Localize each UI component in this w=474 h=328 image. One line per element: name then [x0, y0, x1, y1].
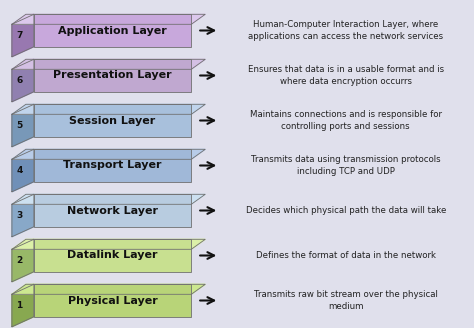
- Text: Physical Layer: Physical Layer: [68, 296, 157, 305]
- Text: 6: 6: [17, 76, 23, 85]
- Polygon shape: [12, 284, 34, 327]
- Polygon shape: [12, 104, 34, 147]
- Text: Defines the format of data in the network: Defines the format of data in the networ…: [255, 251, 436, 260]
- Text: Presentation Layer: Presentation Layer: [53, 71, 172, 80]
- Polygon shape: [12, 239, 34, 282]
- Text: Transport Layer: Transport Layer: [64, 160, 162, 171]
- Polygon shape: [12, 14, 205, 24]
- Text: 7: 7: [17, 31, 23, 40]
- Text: Decides which physical path the data will take: Decides which physical path the data wil…: [246, 206, 446, 215]
- Polygon shape: [12, 14, 34, 57]
- Polygon shape: [12, 194, 205, 204]
- Bar: [34, 14, 191, 47]
- Text: 1: 1: [17, 301, 23, 310]
- Text: Session Layer: Session Layer: [70, 115, 155, 126]
- Text: 4: 4: [17, 166, 23, 175]
- Bar: [34, 194, 191, 227]
- Bar: [34, 284, 191, 317]
- Bar: [34, 104, 191, 137]
- Polygon shape: [12, 149, 34, 192]
- Text: Maintains connections and is responsible for
controlling ports and sessions: Maintains connections and is responsible…: [250, 110, 442, 131]
- Polygon shape: [12, 194, 34, 237]
- Text: Transmits raw bit stream over the physical
medium: Transmits raw bit stream over the physic…: [254, 290, 438, 311]
- Polygon shape: [12, 149, 205, 159]
- Bar: [34, 239, 191, 272]
- Text: Datalink Layer: Datalink Layer: [67, 251, 158, 260]
- Bar: [34, 149, 191, 182]
- Text: 3: 3: [17, 211, 23, 220]
- Text: 2: 2: [17, 256, 23, 265]
- Text: Ensures that data is in a usable format and is
where data encryption occurrs: Ensures that data is in a usable format …: [247, 65, 444, 86]
- Polygon shape: [12, 104, 205, 114]
- Text: Network Layer: Network Layer: [67, 206, 158, 215]
- Text: Transmits data using transmission protocols
including TCP and UDP: Transmits data using transmission protoc…: [251, 155, 440, 176]
- Text: Human-Computer Interaction Layer, where
applications can access the network serv: Human-Computer Interaction Layer, where …: [248, 20, 443, 41]
- Polygon shape: [12, 239, 205, 249]
- Polygon shape: [12, 59, 34, 102]
- Polygon shape: [12, 59, 205, 69]
- Bar: [34, 59, 191, 92]
- Text: Application Layer: Application Layer: [58, 26, 167, 35]
- Text: 5: 5: [17, 121, 23, 130]
- Polygon shape: [12, 284, 205, 294]
